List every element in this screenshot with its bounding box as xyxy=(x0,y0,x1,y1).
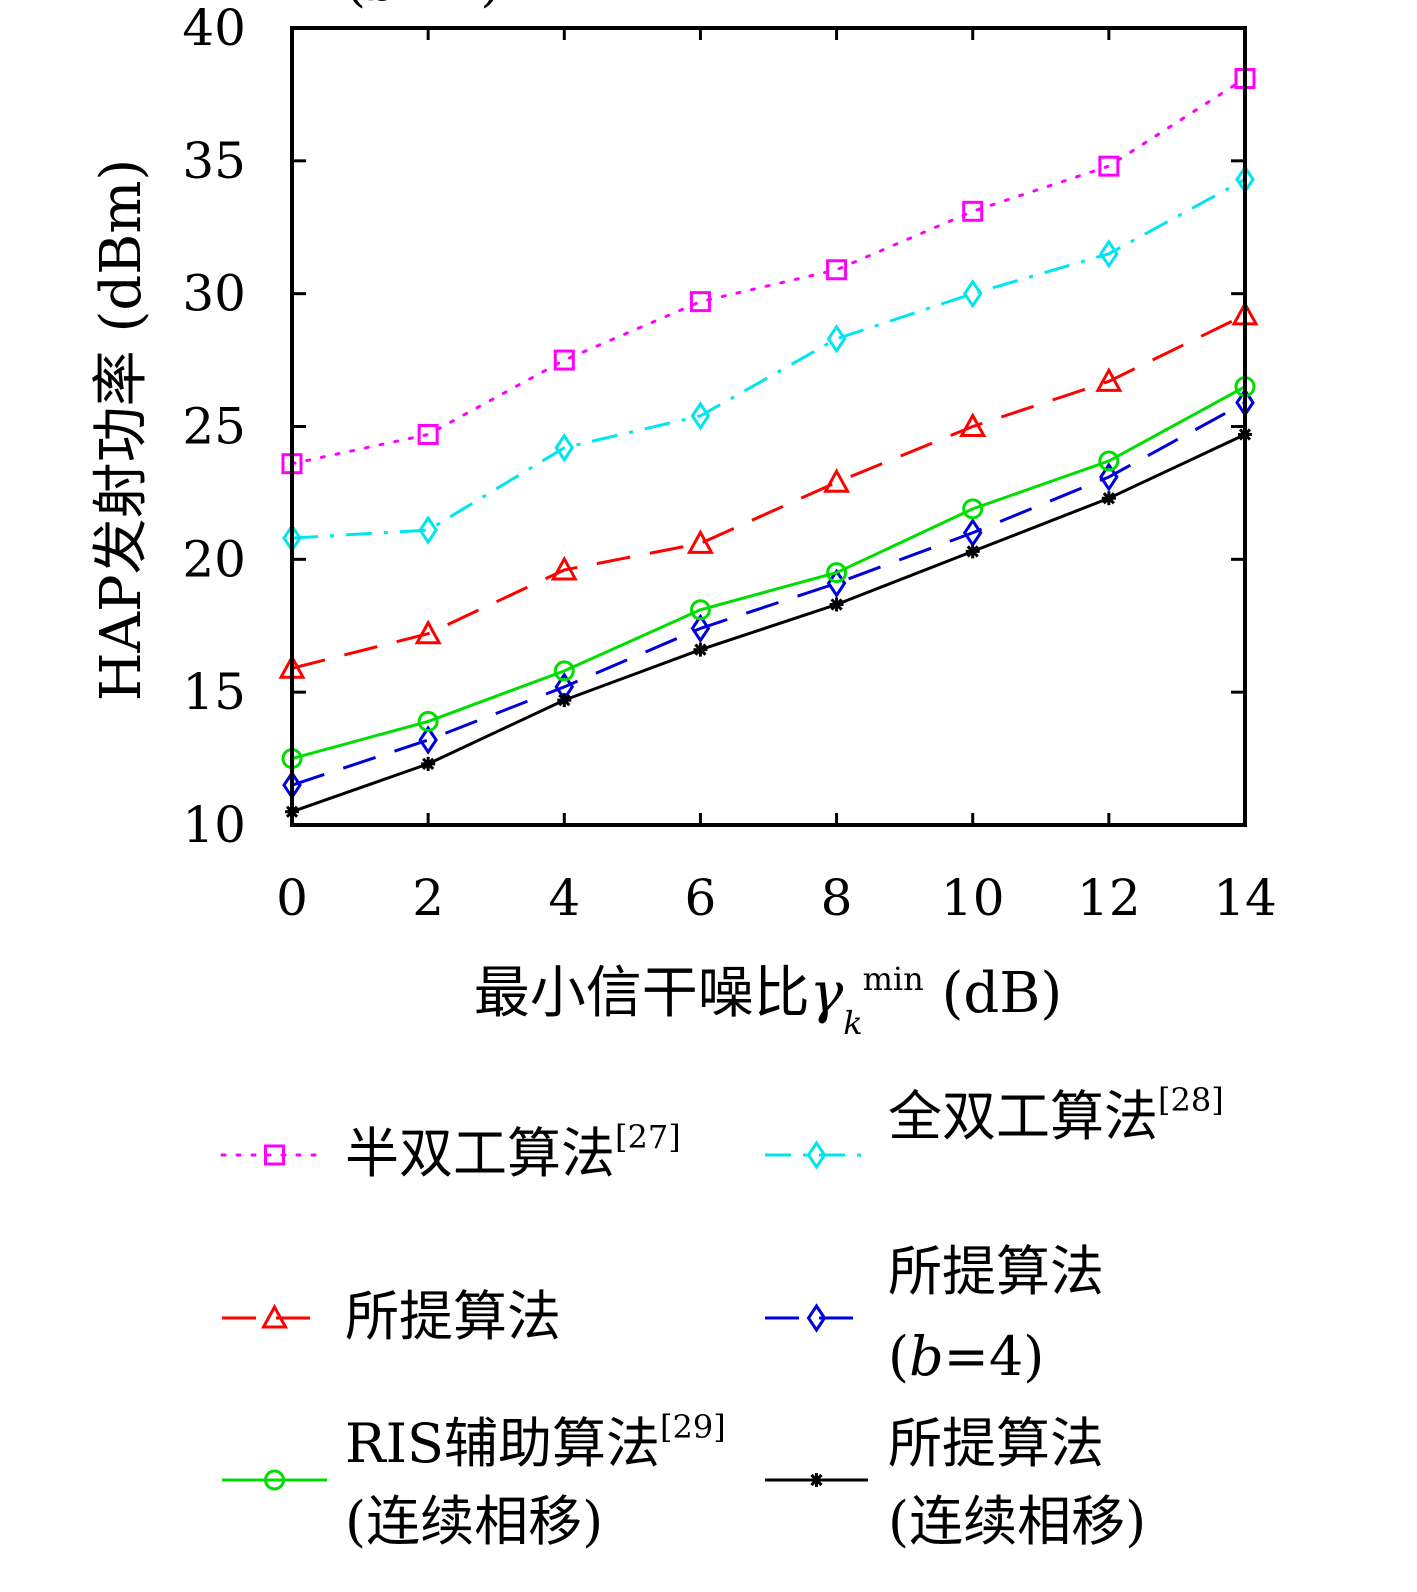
legend-label: 全双工算法[28] xyxy=(888,1081,1224,1148)
data-point xyxy=(965,544,980,559)
legend-marker xyxy=(806,1303,827,1333)
x-tick-label: 12 xyxy=(1077,869,1141,927)
legend-entry-s4: 所提算法 (b=4) xyxy=(765,1240,1104,1388)
x-tick-label: 10 xyxy=(941,869,1005,927)
data-point xyxy=(962,200,984,222)
y-tick-label: 15 xyxy=(182,663,246,721)
legend-label: 半双工算法[27] xyxy=(345,1118,681,1185)
star-stroke xyxy=(694,643,707,656)
legend-label: (b=2) xyxy=(345,0,501,13)
legend-label: 所提算法 xyxy=(345,1285,561,1348)
legend-entry-s3: 所提算法 (b=2) xyxy=(222,0,561,1348)
plot-frame xyxy=(290,26,1247,827)
star-stroke xyxy=(1102,492,1115,505)
legend-label: 所提算法 xyxy=(888,1412,1104,1475)
x-tick-label: 0 xyxy=(276,869,308,927)
data-point xyxy=(689,291,711,313)
series-s2 xyxy=(282,164,1255,553)
series-s4 xyxy=(282,387,1255,800)
legend-label: RIS辅助算法[29] xyxy=(345,1408,726,1475)
legend-marker xyxy=(809,1473,824,1487)
plot-border xyxy=(290,26,1247,827)
data-point xyxy=(418,725,438,755)
data-point xyxy=(959,412,987,437)
legend-entry-s2: 全双工算法[28] xyxy=(765,1081,1224,1170)
y-tick-label: 35 xyxy=(182,132,246,190)
series-s3 xyxy=(278,300,1259,679)
legend-entry-s6: 所提算法 (连续相移) xyxy=(765,1412,1146,1553)
star-stroke xyxy=(810,1473,823,1487)
data-point xyxy=(1099,462,1119,492)
legend: 半双工算法[27] 全双工算法[28] 所提算法 (b=2) 所提算法 (b=4) RIS辅… xyxy=(220,0,1224,1553)
data-point xyxy=(417,423,439,445)
x-tick-label: 8 xyxy=(821,869,853,927)
series-s1 xyxy=(281,67,1256,475)
legend-marker xyxy=(260,1303,289,1329)
star-stroke xyxy=(966,545,979,558)
legend-marker xyxy=(264,1144,285,1166)
series-layer xyxy=(278,67,1259,819)
data-point xyxy=(826,259,848,281)
data-point xyxy=(1098,450,1120,472)
data-point xyxy=(553,660,575,682)
series-line xyxy=(291,385,1246,761)
data-point xyxy=(418,515,438,545)
data-point xyxy=(1098,155,1120,177)
star-stroke xyxy=(558,694,571,707)
data-point xyxy=(421,756,436,771)
data-point xyxy=(826,324,847,354)
data-point xyxy=(553,349,575,371)
y-tick-label: 30 xyxy=(182,265,246,323)
series-s5 xyxy=(281,376,1256,770)
data-point xyxy=(823,468,851,493)
data-point xyxy=(1101,491,1116,506)
data-point xyxy=(690,401,711,431)
series-line xyxy=(291,433,1246,814)
x-tick-label: 14 xyxy=(1213,869,1277,927)
data-point xyxy=(962,278,983,309)
y-axis-title: HAP发射功率 (dBm) xyxy=(89,159,154,702)
legend-label: (连续相移) xyxy=(888,1490,1146,1553)
series-line xyxy=(291,401,1246,787)
axes: 0 2 4 6 8 10 12 14 10 15 20 25 30 35 40 xyxy=(182,0,1276,927)
legend-marker xyxy=(264,1469,285,1491)
y-tick-label: 25 xyxy=(182,398,246,456)
data-point xyxy=(1095,367,1123,392)
legend-entry-s5: RIS辅助算法[29] (连续相移) xyxy=(222,1408,726,1553)
x-tick-label: 2 xyxy=(412,869,444,927)
data-point xyxy=(689,599,711,621)
legend-label: (连续相移) xyxy=(345,1490,603,1553)
series-line xyxy=(291,313,1246,670)
data-point xyxy=(550,555,578,581)
series-line xyxy=(291,178,1246,540)
data-point xyxy=(690,613,711,644)
axis-labels: 最小信干噪比γkmin (dB) HAP发射功率 (dBm) xyxy=(89,159,1062,1042)
x-axis-title: 最小信干噪比γkmin (dB) xyxy=(474,960,1063,1042)
data-point xyxy=(693,642,708,657)
x-tick-label: 6 xyxy=(685,869,717,927)
x-tick-label: 4 xyxy=(548,869,580,927)
y-tick-label: 40 xyxy=(182,0,246,57)
y-tick-label: 20 xyxy=(182,530,246,588)
data-point xyxy=(962,498,984,520)
legend-marker xyxy=(806,1140,827,1170)
star-stroke xyxy=(830,598,843,611)
data-point xyxy=(414,619,442,645)
data-point xyxy=(557,693,572,708)
data-point xyxy=(686,529,714,554)
data-point xyxy=(1099,239,1119,269)
star-stroke xyxy=(422,757,435,770)
data-point xyxy=(829,597,844,612)
legend-entry-s1: 半双工算法[27] xyxy=(220,1118,681,1185)
y-tick-label: 10 xyxy=(182,796,246,854)
legend-label: (b=4) xyxy=(888,1325,1044,1388)
series-line xyxy=(290,76,1247,466)
data-point xyxy=(417,710,439,732)
data-point xyxy=(826,562,848,584)
legend-label: 所提算法 xyxy=(888,1240,1104,1303)
data-point xyxy=(554,433,575,463)
